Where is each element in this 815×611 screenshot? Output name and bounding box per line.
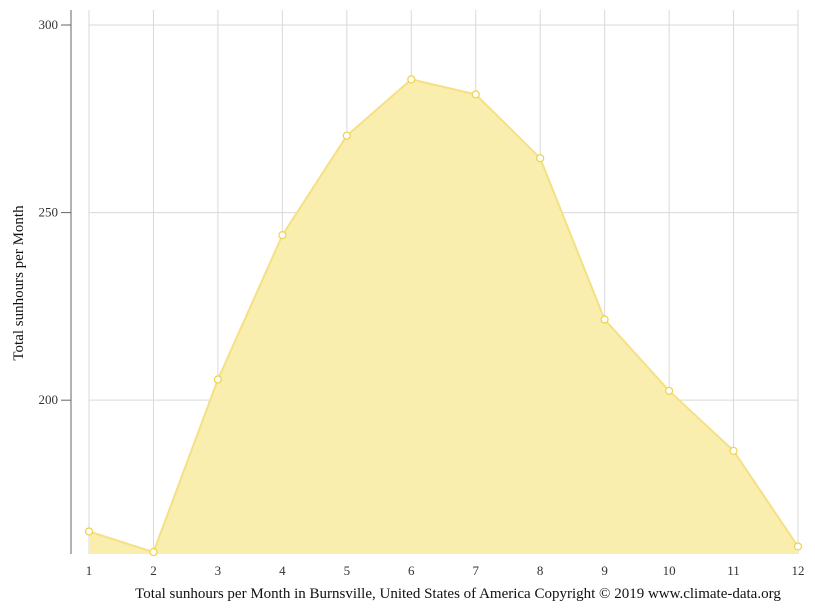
x-tick-label-8: 8 bbox=[537, 563, 544, 578]
y-tick-label-250: 250 bbox=[39, 205, 59, 220]
data-point-10[interactable] bbox=[664, 386, 674, 395]
y-axis-label: Total sunhours per Month bbox=[11, 205, 27, 361]
y-tick-label-300: 300 bbox=[39, 17, 59, 32]
data-point-7[interactable] bbox=[471, 90, 480, 99]
x-tick-label-6: 6 bbox=[408, 563, 415, 578]
x-tick-label-7: 7 bbox=[472, 563, 479, 578]
data-points bbox=[84, 75, 803, 557]
x-tick-label-9: 9 bbox=[601, 563, 608, 578]
area-series bbox=[88, 78, 799, 555]
x-tick-label-10: 10 bbox=[663, 563, 676, 578]
data-point-12[interactable] bbox=[793, 542, 803, 551]
chart-caption: Total sunhours per Month in Burnsville, … bbox=[135, 586, 781, 602]
x-tick-label-3: 3 bbox=[215, 563, 222, 578]
x-tick-label-11: 11 bbox=[727, 563, 740, 578]
axes bbox=[61, 10, 72, 554]
data-point-9[interactable] bbox=[600, 315, 609, 324]
x-tick-label-5: 5 bbox=[344, 563, 351, 578]
y-tick-label-200: 200 bbox=[39, 392, 59, 407]
data-point-3[interactable] bbox=[213, 375, 222, 384]
data-point-1[interactable] bbox=[84, 527, 94, 536]
data-point-8[interactable] bbox=[536, 154, 545, 163]
data-point-5[interactable] bbox=[342, 131, 351, 140]
area-fill bbox=[89, 79, 798, 555]
data-point-6[interactable] bbox=[407, 75, 416, 84]
data-point-11[interactable] bbox=[729, 446, 738, 455]
series-line bbox=[88, 78, 799, 554]
x-tick-label-12: 12 bbox=[792, 563, 805, 578]
x-tick-label-1: 1 bbox=[86, 563, 93, 578]
x-tick-label-2: 2 bbox=[150, 563, 157, 578]
x-tick-label-4: 4 bbox=[279, 563, 286, 578]
data-point-4[interactable] bbox=[278, 231, 287, 240]
data-point-2[interactable] bbox=[149, 547, 158, 557]
